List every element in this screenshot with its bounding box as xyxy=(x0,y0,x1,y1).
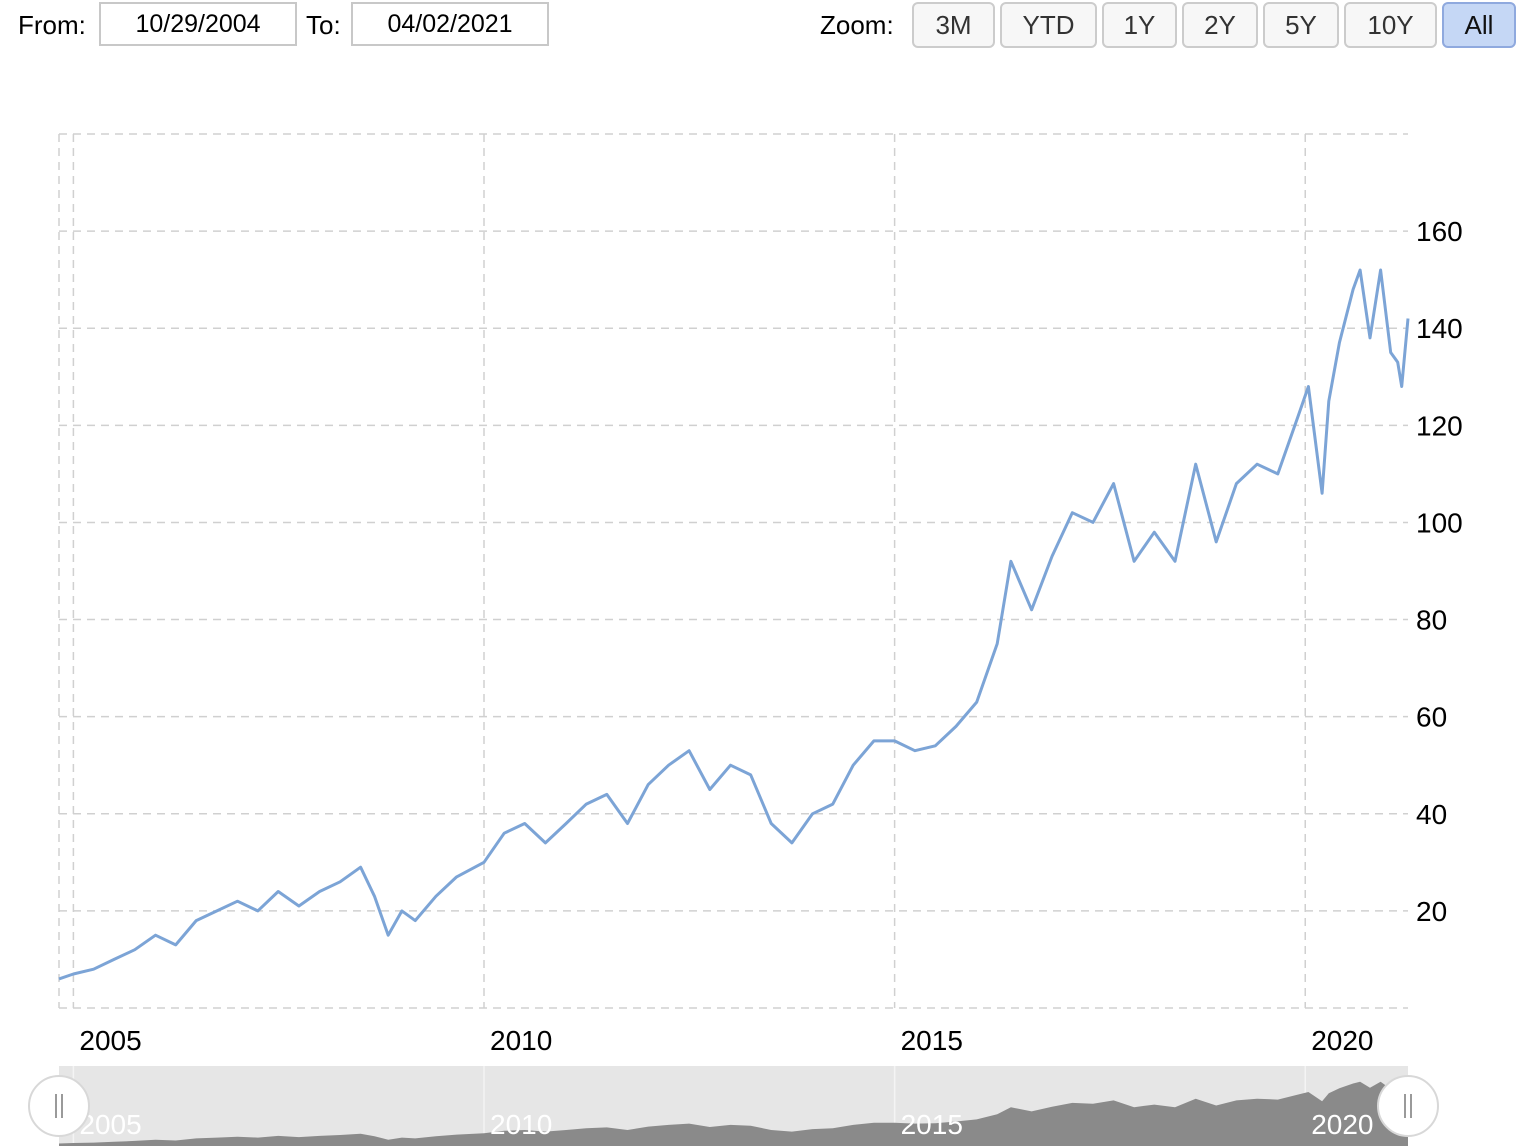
chart-axis-labels: 20 40 60 80 100 120 140 160 2005 2010 2015 2020 xyxy=(79,216,1462,1056)
navigator-labels: 2005 2010 2015 2020 xyxy=(79,1109,1373,1140)
y-tick-label: 160 xyxy=(1416,216,1463,247)
zoom-ytd-button[interactable]: YTD xyxy=(1000,2,1097,48)
zoom-3m-button[interactable]: 3M xyxy=(912,2,995,48)
navigator[interactable]: 2005 2010 2015 2020 xyxy=(0,1066,1520,1146)
y-tick-label: 120 xyxy=(1416,410,1463,441)
zoom-5y-button[interactable]: 5Y xyxy=(1263,2,1339,48)
from-label: From: xyxy=(18,10,86,40)
drag-handle-icon xyxy=(55,1094,63,1118)
y-tick-label: 60 xyxy=(1416,702,1447,733)
navigator-area xyxy=(59,1081,1408,1146)
navigator-tick-label: 2010 xyxy=(490,1109,552,1140)
x-tick-label: 2015 xyxy=(901,1025,963,1056)
navigator-left-handle[interactable] xyxy=(28,1075,90,1137)
y-tick-label: 100 xyxy=(1416,507,1463,538)
to-label: To: xyxy=(306,10,341,40)
chart-series xyxy=(58,268,1410,981)
navigator-tick-label: 2015 xyxy=(901,1109,963,1140)
navigator-right-handle[interactable] xyxy=(1377,1075,1439,1137)
series-line xyxy=(58,268,1410,981)
y-tick-label: 80 xyxy=(1416,605,1447,636)
y-tick-label: 20 xyxy=(1416,896,1447,927)
drag-handle-icon xyxy=(1404,1094,1412,1118)
zoom-10y-button[interactable]: 10Y xyxy=(1344,2,1437,48)
zoom-label: Zoom: xyxy=(820,10,894,40)
y-tick-label: 40 xyxy=(1416,799,1447,830)
navigator-tick-label: 2005 xyxy=(79,1109,141,1140)
x-tick-label: 2005 xyxy=(79,1025,141,1056)
x-tick-label: 2010 xyxy=(490,1025,552,1056)
chart-grid xyxy=(58,133,1408,1009)
zoom-all-button[interactable]: All xyxy=(1442,2,1516,48)
from-date-input[interactable]: 10/29/2004 xyxy=(99,2,297,46)
navigator-tick-label: 2020 xyxy=(1311,1109,1373,1140)
to-date-input[interactable]: 04/02/2021 xyxy=(351,2,549,46)
y-tick-label: 140 xyxy=(1416,313,1463,344)
zoom-1y-button[interactable]: 1Y xyxy=(1102,2,1177,48)
zoom-2y-button[interactable]: 2Y xyxy=(1182,2,1258,48)
x-tick-label: 2020 xyxy=(1311,1025,1373,1056)
